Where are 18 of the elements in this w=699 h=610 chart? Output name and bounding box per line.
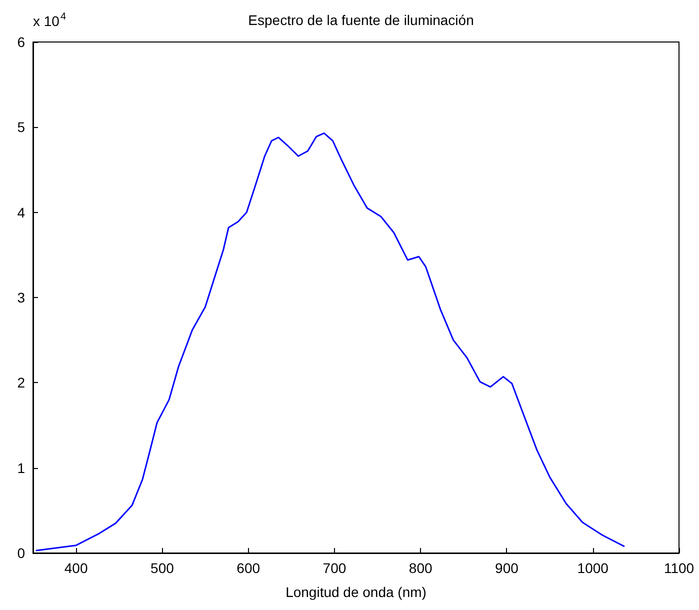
chart-title: Espectro de la fuente de iluminación [248, 12, 474, 28]
y-tick-label: 0 [17, 545, 26, 561]
x-tick-label: 400 [64, 560, 88, 576]
x-tick-label: 800 [408, 560, 432, 576]
y-tick-label: 6 [17, 34, 26, 50]
x-tick-label: 1100 [664, 560, 694, 576]
x-tick-label: 600 [236, 560, 260, 576]
x-tick-label: 1000 [577, 560, 609, 576]
line-series [36, 132, 625, 552]
y-tick-label: 4 [17, 204, 26, 220]
x-tick-label: 700 [322, 560, 346, 576]
x-tick-label: 900 [495, 560, 519, 576]
x-tick-label: 500 [150, 560, 174, 576]
y-tick-label: 5 [17, 119, 26, 136]
y-tick-label: 2 [17, 374, 26, 391]
x-axis-title: Longitud de onda (nm) [286, 584, 426, 600]
y-tick-label: 3 [17, 290, 26, 306]
y-tick-label: 1 [17, 460, 26, 476]
